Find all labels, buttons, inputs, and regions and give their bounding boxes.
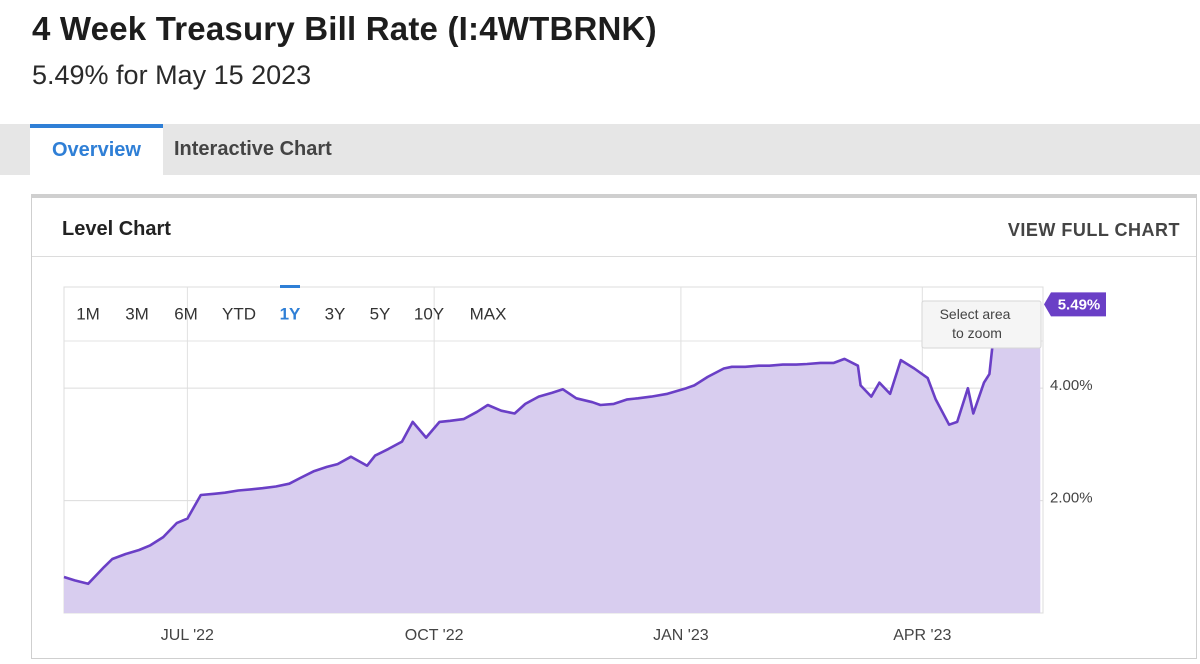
range-button-1m[interactable]: 1M <box>76 304 100 323</box>
zoom-hint-line-1: Select area <box>940 306 1011 322</box>
zoom-hint-box <box>921 300 1042 349</box>
x-tick-label: JUL '22 <box>161 627 214 644</box>
current-value-subtitle: 5.49% for May 15 2023 <box>32 60 312 90</box>
series-line <box>63 303 1041 586</box>
card-title: Level Chart <box>62 218 171 240</box>
range-button-3m[interactable]: 3M <box>125 304 149 323</box>
zoom-hint-line-2: to zoom <box>952 325 1002 341</box>
x-tick-label: APR '23 <box>893 627 951 644</box>
range-button-1y[interactable]: 1Y <box>280 304 301 323</box>
active-range-indicator <box>280 285 300 288</box>
tab-bar: Overview Interactive Chart <box>0 124 1200 175</box>
tab-overview[interactable]: Overview <box>30 124 163 175</box>
x-tick-label: JAN '23 <box>653 627 709 644</box>
card-header: Level Chart VIEW FULL CHART <box>32 198 1196 257</box>
range-button-10y[interactable]: 10Y <box>414 304 444 323</box>
x-tick-label: OCT '22 <box>405 627 464 644</box>
last-value-badge <box>1044 292 1106 317</box>
y-tick-label: 4.00% <box>1050 377 1093 394</box>
series-area <box>64 304 1041 613</box>
view-full-chart-link[interactable]: VIEW FULL CHART <box>1007 220 1180 240</box>
tab-interactive-chart[interactable]: Interactive Chart <box>174 138 332 160</box>
range-button-3y[interactable]: 3Y <box>325 304 346 323</box>
range-button-5y[interactable]: 5Y <box>370 304 391 323</box>
last-value-label: 5.49% <box>1058 296 1101 313</box>
page-title: 4 Week Treasury Bill Rate (I:4WTBRNK) <box>32 10 657 47</box>
range-button-max[interactable]: MAX <box>470 304 507 323</box>
range-button-6m[interactable]: 6M <box>174 304 198 323</box>
range-button-ytd[interactable]: YTD <box>222 304 256 323</box>
y-tick-label: 2.00% <box>1050 490 1093 507</box>
